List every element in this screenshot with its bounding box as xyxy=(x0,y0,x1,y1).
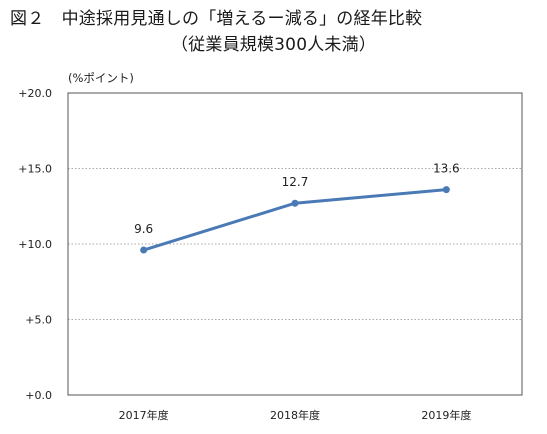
x-tick-label: 2019年度 xyxy=(421,408,471,422)
grid-lines xyxy=(68,168,522,320)
x-tick-label: 2017年度 xyxy=(119,408,169,422)
y-axis-unit-label: (%ポイント) xyxy=(68,71,134,85)
y-tick-label: +20.0 xyxy=(18,87,52,100)
chart-title: 図２ 中途採用見通しの「増えるー減る」の経年比較 xyxy=(10,9,423,29)
data-point xyxy=(442,186,450,194)
data-label: 12.7 xyxy=(282,175,309,189)
plot-frame xyxy=(67,92,523,396)
chart-subtitle: （従業員規模300人未満） xyxy=(170,35,377,55)
series-group: 9.6 12.7 13.6 xyxy=(134,162,460,254)
y-tick-label: +5.0 xyxy=(25,314,52,327)
x-axis-ticks: 2017年度 2018年度 2019年度 xyxy=(119,408,472,422)
y-tick-label: +15.0 xyxy=(18,163,52,176)
data-point xyxy=(291,199,299,207)
y-axis-ticks: +0.0 +5.0 +10.0 +15.0 +20.0 xyxy=(18,87,52,402)
data-label: 9.6 xyxy=(134,222,153,236)
y-tick-label: +0.0 xyxy=(25,389,52,402)
series-line xyxy=(142,188,448,252)
data-point xyxy=(140,246,148,254)
x-tick-label: 2018年度 xyxy=(270,408,320,422)
data-label: 13.6 xyxy=(433,162,460,176)
y-tick-label: +10.0 xyxy=(18,238,52,251)
